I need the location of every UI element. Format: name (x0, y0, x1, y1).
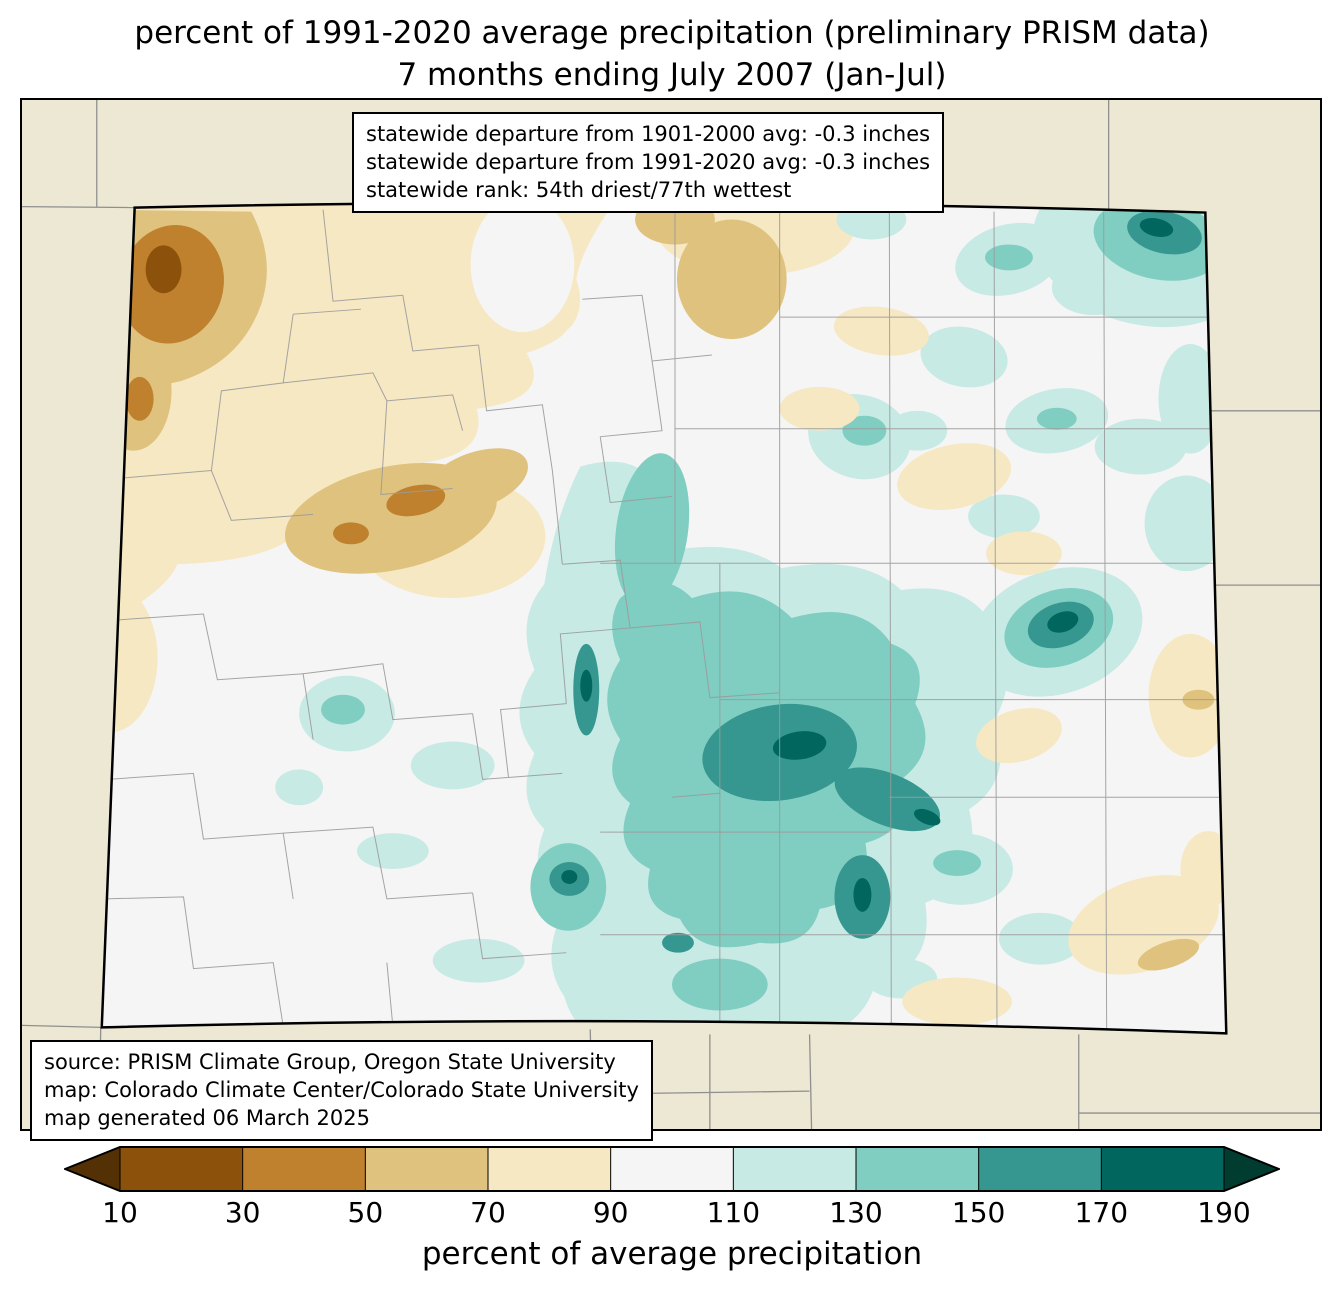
colorbar-scale (64, 1146, 1280, 1192)
colorbar-tick-label: 190 (1197, 1196, 1251, 1229)
map-frame: statewide departure from 1901-2000 avg: … (20, 98, 1322, 1141)
statewide-stats-box: statewide departure from 1901-2000 avg: … (352, 112, 945, 213)
colorado-precipitation-map (22, 100, 1320, 1129)
figure-title: percent of 1991-2020 average precipitati… (0, 12, 1344, 96)
colorbar-tick-label: 90 (592, 1196, 629, 1229)
source-line-2: map: Colorado Climate Center/Colorado St… (44, 1078, 639, 1102)
colorbar-tick-label: 130 (829, 1196, 883, 1229)
source-line-3: map generated 06 March 2025 (44, 1106, 371, 1130)
colorbar-tick-label: 150 (951, 1196, 1006, 1229)
colorbar-tick-label: 10 (102, 1196, 138, 1229)
colorbar-tick-label: 30 (224, 1196, 261, 1229)
stats-line-2: statewide departure from 1991-2020 avg: … (366, 150, 931, 174)
county-boundaries (104, 207, 1225, 1033)
colorbar-tick-label: 170 (1074, 1196, 1129, 1229)
colorbar-caption: percent of average precipitation (421, 1236, 923, 1272)
colorbar-tick-label: 50 (347, 1196, 384, 1229)
title-line-2: 7 months ending July 2007 (Jan-Jul) (397, 57, 947, 93)
colorbar: 10 30 50 70 90 110 130 150 170 190 percent of ave… (64, 1146, 1280, 1272)
colorbar-tick-label: 70 (470, 1196, 506, 1229)
colorbar-tick-label: 110 (706, 1196, 761, 1229)
title-line-1: percent of 1991-2020 average precipitati… (134, 15, 1210, 51)
stats-line-3: statewide rank: 54th driest/77th wettest (366, 178, 792, 202)
source-line-1: source: PRISM Climate Group, Oregon Stat… (44, 1050, 616, 1074)
colorbar-ticks: 10 30 50 70 90 110 130 150 170 190 (64, 1196, 1280, 1232)
stats-line-1: statewide departure from 1901-2000 avg: … (366, 122, 931, 146)
source-credit-box: source: PRISM Climate Group, Oregon Stat… (30, 1040, 653, 1141)
